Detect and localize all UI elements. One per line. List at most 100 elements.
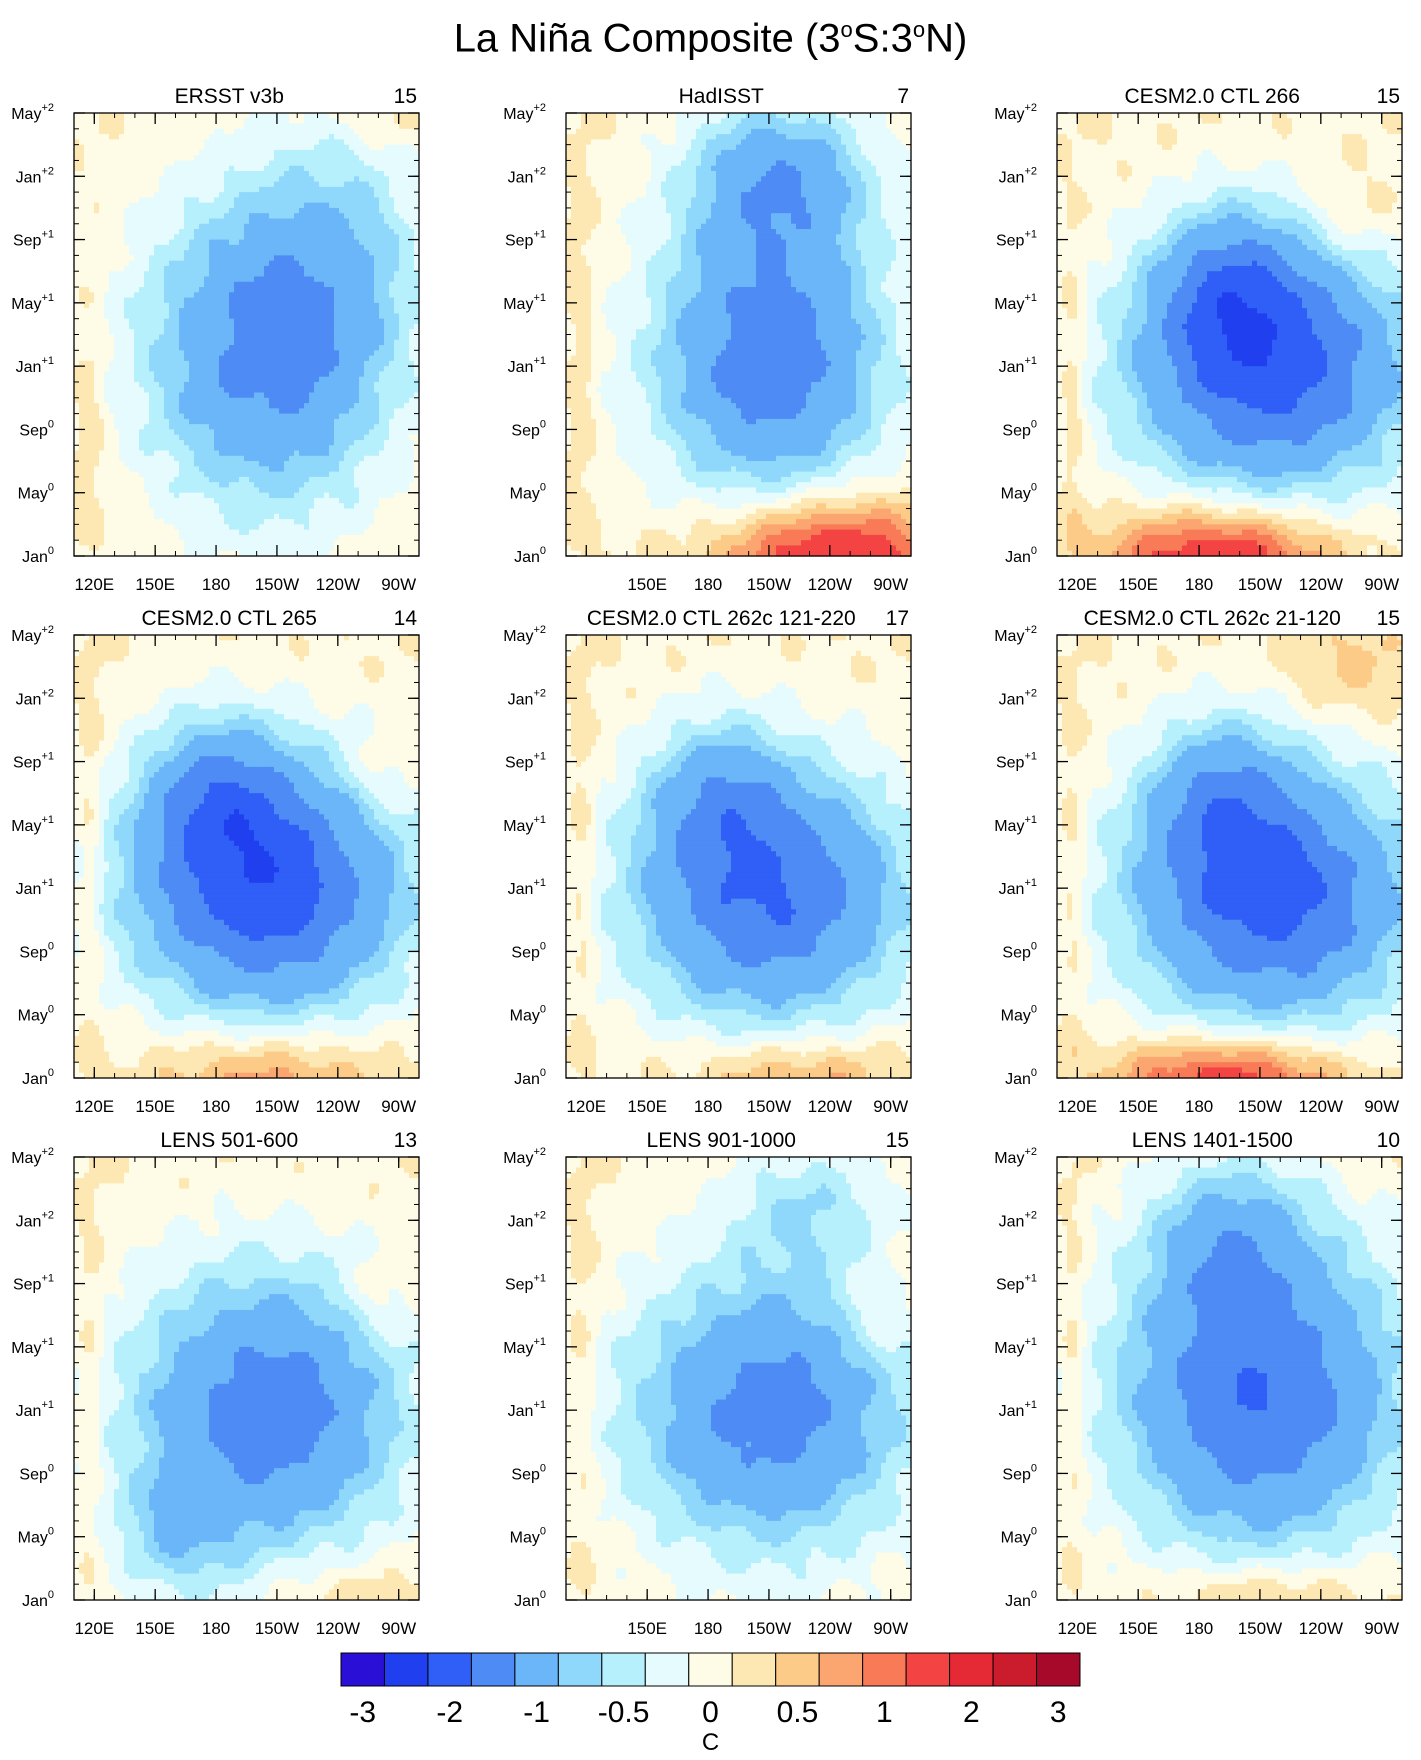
field-cell (104, 134, 110, 140)
field-cell (239, 139, 245, 145)
field-cell (129, 113, 135, 119)
field-cell (274, 129, 280, 135)
field-cell (284, 160, 290, 166)
field-cell (394, 160, 400, 166)
field-cell (239, 124, 245, 130)
field-cell (399, 166, 405, 172)
field-cell (244, 187, 250, 193)
field-cell (109, 182, 115, 188)
field-cell (379, 124, 385, 130)
field-cell (304, 145, 310, 151)
field-cell (269, 224, 275, 230)
field-cell (189, 155, 195, 161)
field-cell (369, 145, 375, 151)
field-cell (299, 166, 305, 172)
field-cell (139, 171, 145, 177)
field-cell (219, 118, 225, 124)
field-cell (79, 218, 85, 224)
field-cell (354, 134, 360, 140)
field-cell (274, 182, 280, 188)
field-cell (224, 150, 230, 156)
field-cell (309, 129, 315, 135)
field-cell (169, 224, 175, 230)
field-cell (374, 218, 380, 224)
field-cell (224, 166, 230, 172)
field-cell (309, 150, 315, 156)
field-cell (289, 203, 295, 209)
field-cell (369, 113, 375, 119)
field-cell (164, 187, 170, 193)
field-cell (79, 129, 85, 135)
field-cell (314, 182, 320, 188)
field-cell (349, 208, 355, 214)
field-cell (139, 129, 145, 135)
field-cell (284, 134, 290, 140)
field-cell (124, 150, 130, 156)
field-cell (394, 129, 400, 135)
field-cell (329, 160, 335, 166)
field-cell (394, 218, 400, 224)
field-cell (334, 129, 340, 135)
field-cell (174, 134, 180, 140)
field-cell (409, 218, 415, 224)
field-cell (124, 145, 130, 151)
field-cell (344, 192, 350, 198)
field-cell (229, 160, 235, 166)
field-cell (394, 187, 400, 193)
field-cell (204, 171, 210, 177)
field-cell (84, 129, 90, 135)
field-cell (294, 129, 300, 135)
field-cell (294, 192, 300, 198)
field-cell (234, 213, 240, 219)
field-cell (304, 113, 310, 119)
field-cell (334, 218, 340, 224)
field-cell (239, 218, 245, 224)
field-cell (189, 145, 195, 151)
field-cell (119, 150, 125, 156)
field-cell (109, 197, 115, 203)
field-cell (184, 187, 190, 193)
field-cell (84, 218, 90, 224)
field-cell (119, 192, 125, 198)
field-cell (99, 203, 105, 209)
field-cell (104, 224, 110, 230)
field-cell (79, 155, 85, 161)
field-cell (224, 145, 230, 151)
field-cell (149, 171, 155, 177)
field-cell (149, 145, 155, 151)
field-cell (204, 145, 210, 151)
field-cell (369, 192, 375, 198)
field-cell (214, 218, 220, 224)
field-cell (144, 113, 150, 119)
field-cell (219, 218, 225, 224)
field-cell (409, 118, 415, 124)
field-cell (264, 134, 270, 140)
field-cell (129, 208, 135, 214)
field-cell (144, 192, 150, 198)
field-cell (194, 139, 200, 145)
field-cell (244, 166, 250, 172)
field-cell (144, 224, 150, 230)
field-cell (279, 182, 285, 188)
field-cell (409, 113, 415, 119)
field-cell (154, 145, 160, 151)
field-cell (259, 118, 265, 124)
field-cell (339, 192, 345, 198)
field-cell (239, 176, 245, 182)
field-cell (399, 224, 405, 230)
field-cell (234, 160, 240, 166)
field-cell (204, 203, 210, 209)
field-cell (369, 150, 375, 156)
field-cell (369, 208, 375, 214)
field-cell (114, 145, 120, 151)
field-cell (129, 124, 135, 130)
field-cell (279, 187, 285, 193)
field-cell (364, 134, 370, 140)
field-cell (354, 160, 360, 166)
field-cell (174, 192, 180, 198)
field-cell (104, 171, 110, 177)
field-cell (239, 129, 245, 135)
field-cell (209, 124, 215, 130)
field-cell (164, 139, 170, 145)
field-cell (219, 171, 225, 177)
